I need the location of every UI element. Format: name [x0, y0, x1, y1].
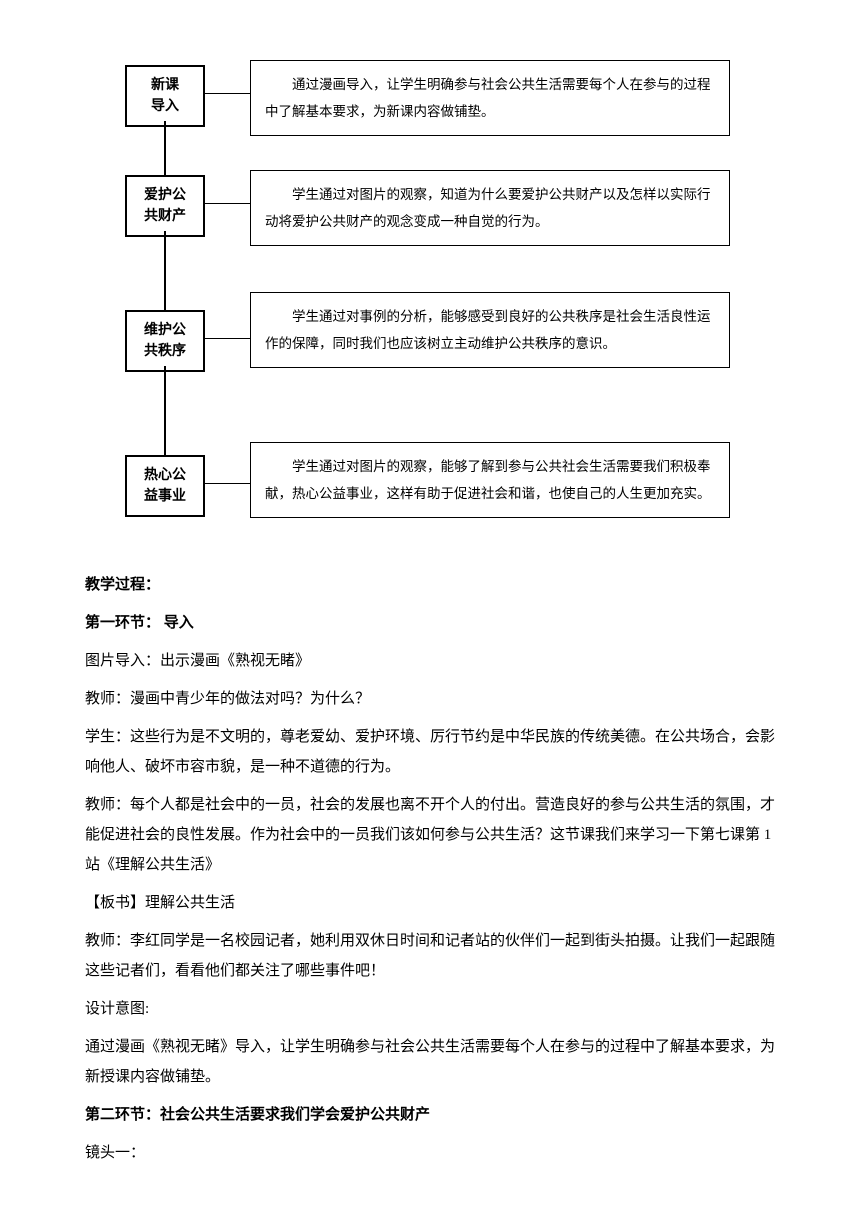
- desc-intro: 通过漫画导入，让学生明确参与社会公共生活需要每个人在参与的过程中了解基本要求，为…: [250, 60, 730, 136]
- paragraph: 教师：每个人都是社会中的一员，社会的发展也离不开个人的付出。营造良好的参与公共生…: [85, 790, 775, 880]
- flowchart-diagram: 新课 导入 通过漫画导入，让学生明确参与社会公共生活需要每个人在参与的过程中了解…: [85, 60, 775, 550]
- paragraph: 教师：李红同学是一名校园记者，她利用双休日时间和记者站的伙伴们一起到街头拍摄。让…: [85, 926, 775, 986]
- node-property: 爱护公 共财产: [125, 175, 205, 237]
- node-label: 热心公: [144, 468, 186, 483]
- desc-order: 学生通过对事例的分析，能够感受到良好的公共秩序是社会生活良性运作的保障，同时我们…: [250, 292, 730, 368]
- node-label: 维护公: [144, 323, 186, 338]
- desc-charity: 学生通过对图片的观察，能够了解到参与公共社会生活需要我们积极奉献，热心公益事业，…: [250, 442, 730, 518]
- paragraph: 设计意图:: [85, 994, 775, 1024]
- node-label: 新课: [151, 78, 179, 93]
- desc-text: 学生通过对图片的观察，知道为什么要爱护公共财产以及怎样以实际行动将爱护公共财产的…: [265, 187, 711, 229]
- node-label: 爱护公: [144, 188, 186, 203]
- node-intro: 新课 导入: [125, 65, 205, 127]
- desc-text: 学生通过对图片的观察，能够了解到参与公共社会生活需要我们积极奉献，热心公益事业，…: [265, 459, 711, 501]
- node-label: 共财产: [144, 209, 186, 224]
- connector: [205, 203, 250, 204]
- connector: [205, 338, 250, 339]
- text-content: 教学过程： 第一环节： 导入 图片导入：出示漫画《熟视无睹》 教师：漫画中青少年…: [85, 570, 775, 1168]
- paragraph: 学生：这些行为是不文明的，尊老爱幼、爱护环境、厉行节约是中华民族的传统美德。在公…: [85, 722, 775, 782]
- connector: [205, 93, 250, 94]
- paragraph: 镜头一：: [85, 1138, 775, 1168]
- heading-section1: 第一环节： 导入: [85, 608, 775, 638]
- node-label: 益事业: [144, 489, 186, 504]
- paragraph: 通过漫画《熟视无睹》导入，让学生明确参与社会公共生活需要每个人在参与的过程中了解…: [85, 1032, 775, 1092]
- node-charity: 热心公 益事业: [125, 455, 205, 517]
- connector: [164, 366, 166, 455]
- desc-text: 学生通过对事例的分析，能够感受到良好的公共秩序是社会生活良性运作的保障，同时我们…: [265, 309, 711, 351]
- paragraph: 【板书】理解公共生活: [85, 888, 775, 918]
- connector: [164, 121, 166, 175]
- connector: [164, 231, 166, 310]
- node-order: 维护公 共秩序: [125, 310, 205, 372]
- connector: [205, 483, 250, 484]
- node-label: 共秩序: [144, 344, 186, 359]
- paragraph: 教师：漫画中青少年的做法对吗？为什么？: [85, 684, 775, 714]
- heading-section2: 第二环节：社会公共生活要求我们学会爱护公共财产: [85, 1100, 775, 1130]
- desc-text: 通过漫画导入，让学生明确参与社会公共生活需要每个人在参与的过程中了解基本要求，为…: [265, 77, 711, 119]
- heading-process: 教学过程：: [85, 570, 775, 600]
- desc-property: 学生通过对图片的观察，知道为什么要爱护公共财产以及怎样以实际行动将爱护公共财产的…: [250, 170, 730, 246]
- paragraph: 图片导入：出示漫画《熟视无睹》: [85, 646, 775, 676]
- node-label: 导入: [151, 99, 179, 114]
